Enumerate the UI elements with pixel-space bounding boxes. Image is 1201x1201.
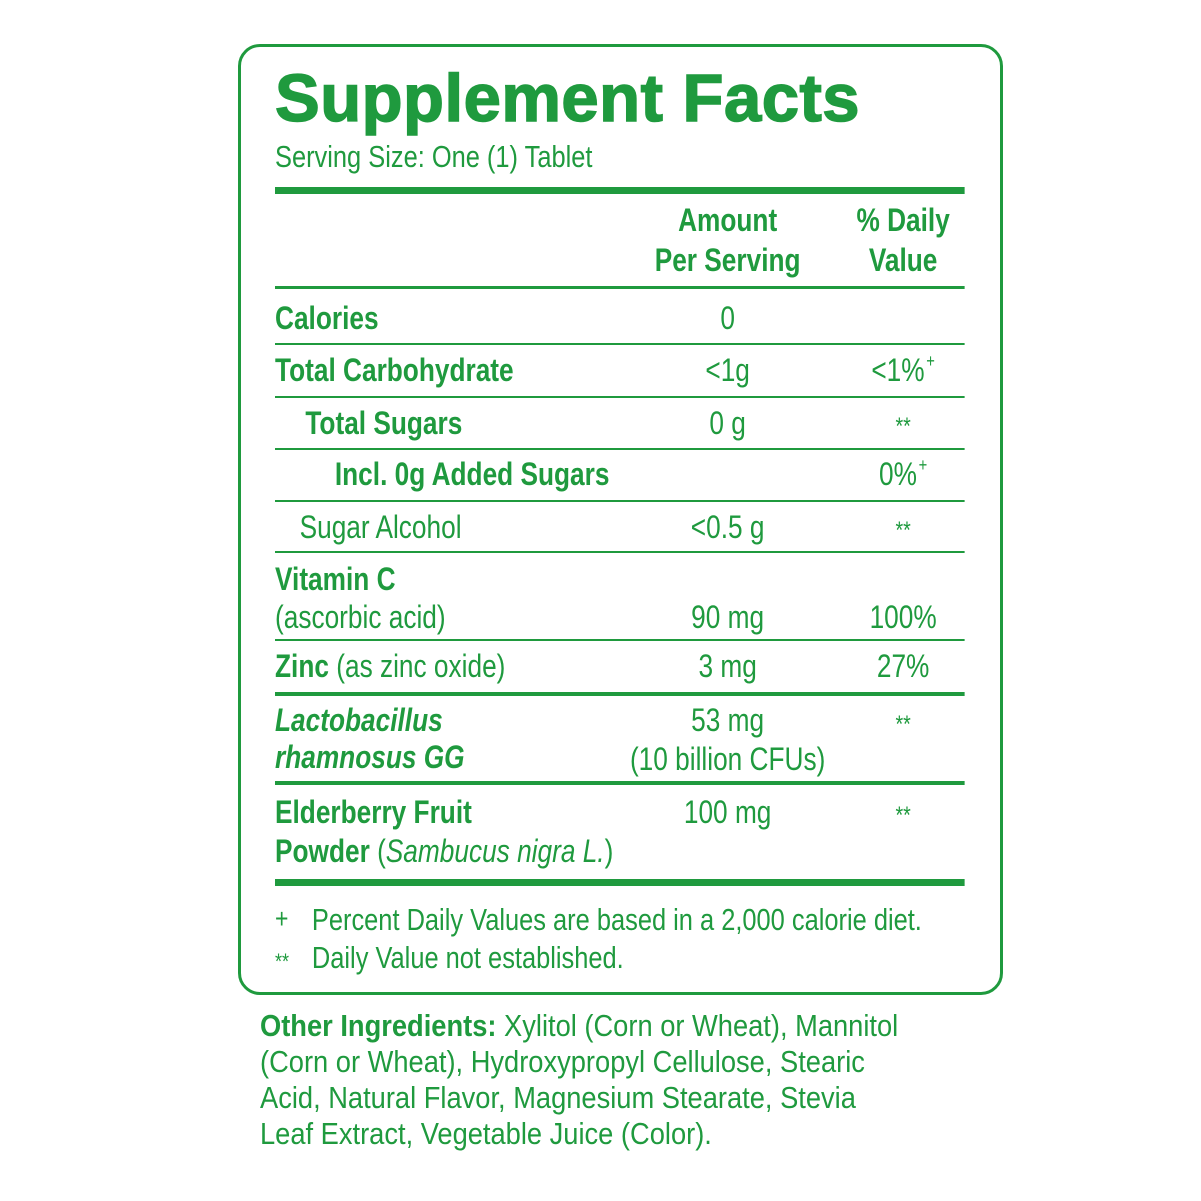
ingredient-line: Other Ingredients: Xylitol (Corn or Whea… — [260, 1008, 898, 1044]
amount: 3 mg — [698, 648, 757, 684]
daily-value: ** — [895, 413, 911, 440]
serving-size: Serving Size: One (1) Tablet — [275, 139, 593, 174]
row-name: Powder — [275, 833, 370, 869]
column-header: Per Serving — [654, 242, 801, 278]
facts-table: Serving Size: One (1) Tablet Amount Per … — [275, 0, 965, 1000]
row-detail: Sambucus nigra L. — [385, 833, 605, 869]
amount: 90 mg — [691, 599, 765, 635]
daily-value-text: 0% — [879, 456, 917, 492]
amount: 0 g — [709, 405, 746, 441]
daily-value: ** — [895, 802, 911, 829]
ingredient-line: Acid, Natural Flavor, Magnesium Stearate… — [260, 1080, 856, 1115]
amount: <1g — [705, 352, 750, 388]
rule — [275, 448, 965, 450]
amount: <0.5 g — [690, 509, 765, 545]
row-name: Total Carbohydrate — [275, 352, 514, 388]
row-detail: (ascorbic acid) — [275, 599, 446, 635]
row-detail: (as zinc oxide) — [336, 648, 506, 684]
rule — [275, 286, 965, 289]
facts-panel — [238, 44, 1003, 995]
rule — [275, 396, 965, 398]
row-name: Vitamin C — [275, 561, 396, 597]
column-header: % Daily — [856, 202, 950, 238]
row-detail: ( — [377, 833, 386, 869]
amount: 53 mg — [691, 702, 765, 738]
column-header: Amount — [678, 202, 778, 238]
daily-value: ** — [895, 517, 911, 544]
rule — [275, 781, 965, 785]
row-name: Lactobacillus — [275, 702, 443, 738]
footnote-mark: + — [918, 455, 928, 475]
row-label: Powder (Sambucus nigra L.) — [275, 832, 613, 870]
title: Supplement Facts — [274, 60, 861, 137]
footnote-text: Percent Daily Values are based in a 2,00… — [311, 902, 922, 937]
row-label: Zinc (as zinc oxide) — [275, 647, 505, 685]
rule — [275, 500, 965, 502]
thick-rule — [275, 187, 965, 194]
daily-value: 0%+ — [829, 455, 977, 493]
daily-value-text: <1% — [871, 352, 925, 388]
ingredients-text: Xylitol (Corn or Wheat), Mannitol — [504, 1008, 899, 1043]
row-name: Sugar Alcohol — [299, 509, 462, 545]
column-header: Value — [868, 242, 938, 278]
daily-value: 100% — [869, 599, 937, 635]
amount: 0 — [720, 300, 735, 336]
row-name: Incl. 0g Added Sugars — [334, 456, 610, 492]
footnote-text: Daily Value not established. — [311, 940, 624, 975]
amount-detail: (10 billion CFUs) — [629, 741, 826, 777]
thick-rule — [275, 879, 965, 886]
daily-value: ** — [895, 711, 911, 738]
ingredient-line: Leaf Extract, Vegetable Juice (Color). — [260, 1116, 712, 1151]
daily-value: 27% — [876, 648, 930, 684]
footnote-symbol: ** — [275, 949, 290, 974]
other-ingredients: Other Ingredients: Xylitol (Corn or Whea… — [260, 1008, 898, 1152]
daily-value: <1%+ — [829, 351, 977, 389]
row-detail: ) — [604, 833, 614, 869]
rule — [275, 639, 965, 641]
rule — [275, 551, 965, 553]
footnote-symbol: + — [275, 903, 289, 934]
footnote-mark: + — [926, 351, 935, 371]
row-name: rhamnosus GG — [275, 739, 465, 775]
ingredients-label: Other Ingredients: — [260, 1008, 497, 1043]
row-name: Total Sugars — [305, 405, 463, 441]
row-name: Elderberry Fruit — [275, 794, 472, 830]
amount: 100 mg — [683, 794, 772, 830]
row-name: Calories — [275, 300, 379, 336]
ingredient-line: (Corn or Wheat), Hydroxypropyl Cellulose… — [260, 1044, 865, 1079]
row-name: Zinc — [275, 648, 329, 684]
rule — [275, 692, 965, 696]
rule — [275, 343, 965, 345]
